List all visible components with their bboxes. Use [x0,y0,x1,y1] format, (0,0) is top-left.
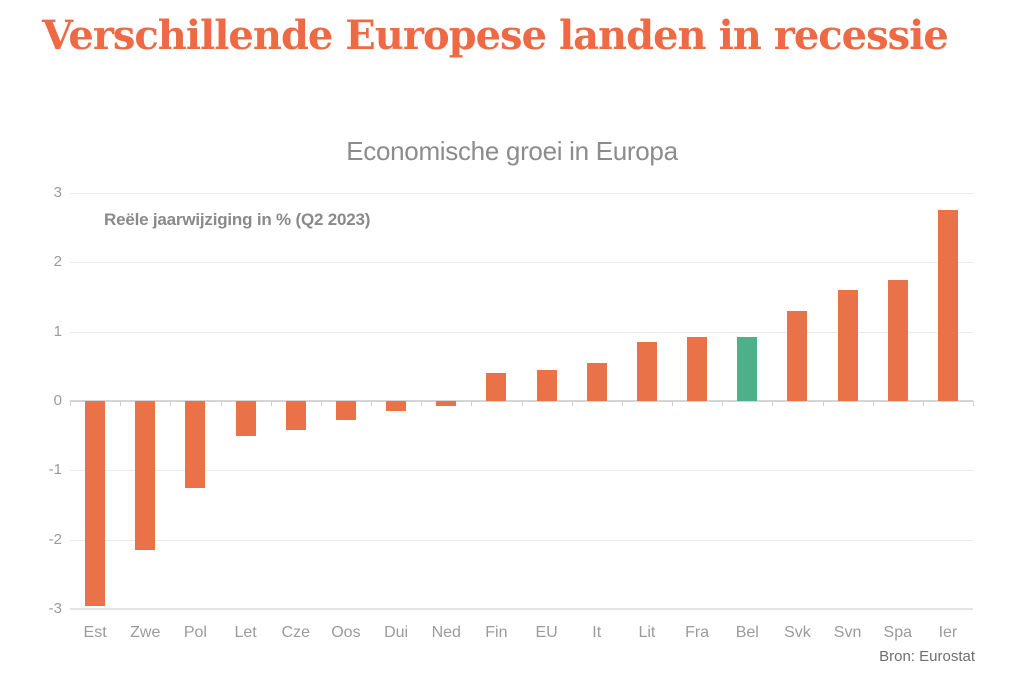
bar-Fin [486,373,507,401]
y-tick-label-3: 3 [53,184,62,201]
x-tick-label-Fin: Fin [485,624,508,641]
zero-axis-tick [571,401,573,406]
x-tick-label-Let: Let [234,624,257,641]
bar-Cze [285,401,306,431]
y-tick-label--2: -2 [48,530,62,548]
zero-axis-tick [471,401,473,406]
x-tick-label-Dui: Dui [384,624,409,641]
x-tick-label-Bel: Bel [735,624,759,641]
gridline-y-2 [70,262,973,264]
plot-area: Reële jaarwijziging in % (Q2 2023) 3 2 1 0 -… [49,184,974,641]
chart-annotation: Reële jaarwijziging in % (Q2 2023) [104,210,371,229]
bar-Lit [636,342,657,401]
x-tick-label-Zwe: Zwe [130,624,161,641]
bar-Svn [837,290,858,401]
zero-axis-tick [621,401,623,406]
x-tick-label-EU: EU [535,624,558,641]
gridline-y--3 [70,608,973,610]
zero-axis-tick [521,401,523,406]
page-headline: Verschillende Europese landen in recessi… [42,12,949,59]
bar-Svk [787,310,808,401]
x-tick-label-Lit: Lit [638,624,656,641]
zero-axis-tick [822,401,824,406]
zero-axis-tick [371,401,372,406]
gridline-y--1 [70,470,973,472]
bar-Dui [386,401,407,412]
bar-Ned [436,401,457,406]
bar-Oos [335,401,356,420]
bar-Bel [737,336,758,401]
chart-source: Bron: Eurostat [879,648,975,665]
x-tick-label-Svn: Svn [833,624,862,641]
x-tick-label-Ned: Ned [431,624,461,641]
zero-axis-tick [672,401,673,406]
bar-It [586,362,607,401]
x-tick-label-Pol: Pol [183,624,207,641]
bar-EU [536,369,557,401]
bar-Spa [887,279,908,401]
bar-Let [235,401,256,436]
y-tick-label-0: 0 [53,392,62,409]
gridline-y--2 [70,539,973,541]
x-tick-label-Ier: Ier [938,624,958,641]
zero-axis-tick [170,401,172,406]
bar-Fra [687,336,708,401]
zero-axis-tick [220,401,222,406]
x-tick-label-Cze: Cze [281,624,310,641]
zero-axis-tick [772,401,774,406]
bar-Ier [937,210,958,401]
gridline-y-1 [70,331,973,333]
bar-Pol [185,401,206,488]
y-tick-label-2: 2 [53,253,62,271]
zero-axis-tick [722,401,724,406]
x-tick-label-Svk: Svk [784,624,811,641]
zero-axis-tick [973,401,974,406]
zero-axis-tick [320,401,322,406]
zero-axis-tick [70,401,71,406]
x-tick-label-Spa: Spa [883,624,912,641]
y-tick-label--3: -3 [48,600,62,617]
x-tick-label-It: It [592,624,602,641]
zero-axis-tick [922,401,924,406]
x-tick-label-Oos: Oos [331,624,361,641]
zero-axis-tick [872,401,874,406]
gridline-y-3 [70,193,973,194]
bar-Zwe [135,401,156,551]
x-tick-label-Fra: Fra [685,624,710,641]
zero-axis-tick [120,401,122,406]
y-tick-label-1: 1 [53,322,62,340]
zero-axis-tick [421,401,423,406]
bar-Est [85,401,106,606]
y-tick-label--1: -1 [48,461,62,479]
x-tick-label-Est: Est [83,624,107,641]
zero-axis-tick [270,401,272,406]
chart-title: Economische groei in Europa [346,136,678,166]
